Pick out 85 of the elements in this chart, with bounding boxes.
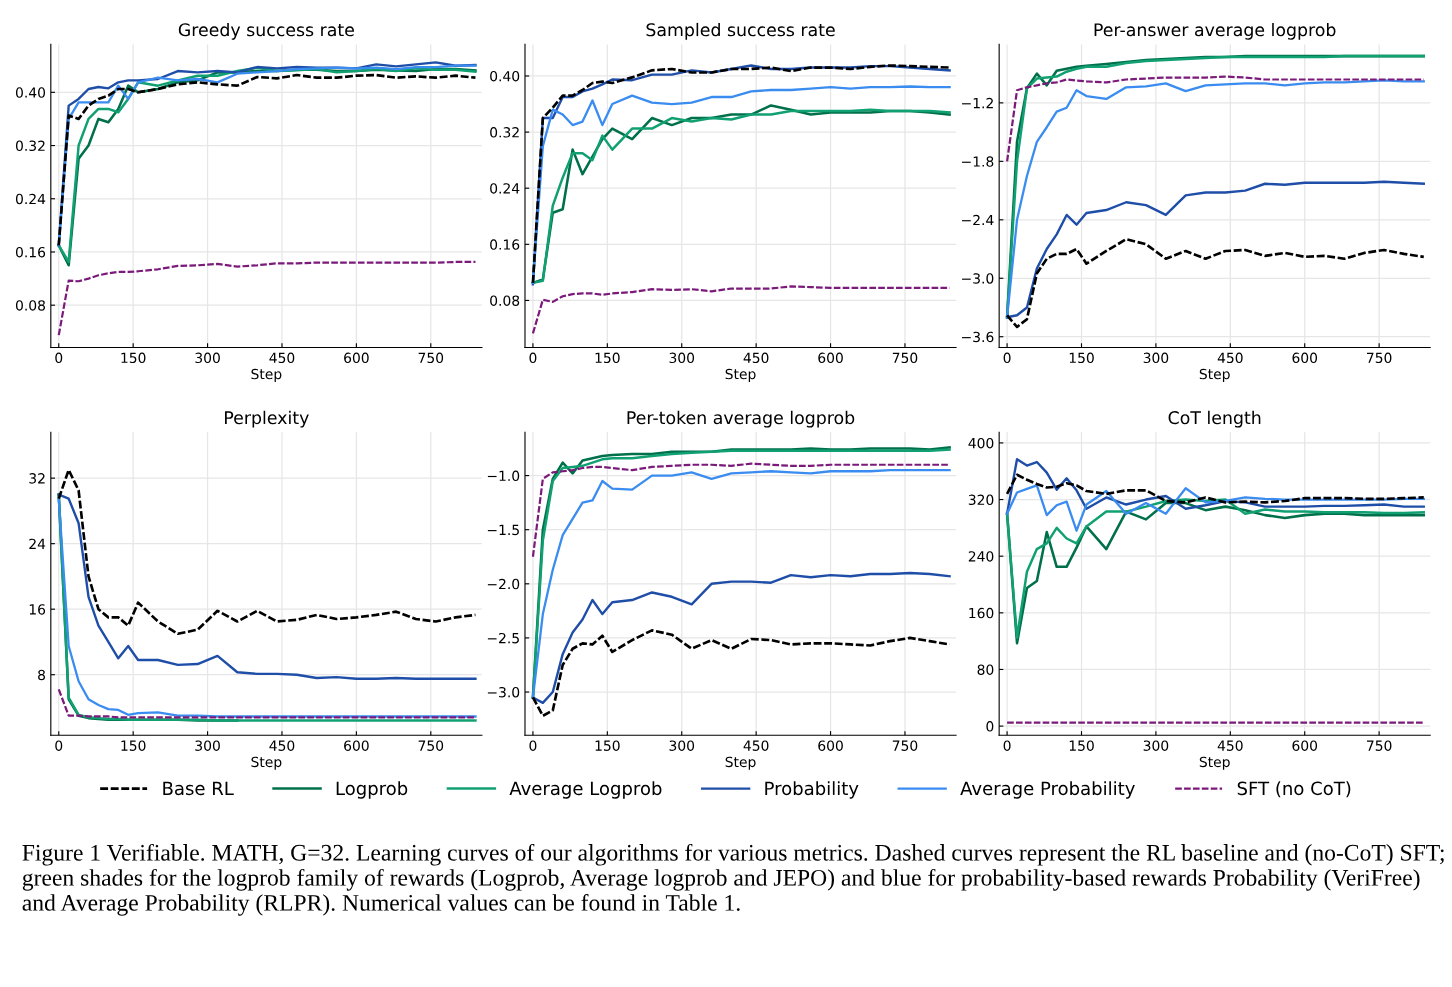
x-tick-label: 450 bbox=[743, 740, 769, 751]
x-tick-label: 0 bbox=[529, 740, 537, 751]
chart-title: CoT length bbox=[1168, 410, 1261, 428]
y-tick-label: 0.32 bbox=[490, 127, 519, 138]
x-tick-label: 750 bbox=[418, 352, 444, 364]
x-tick-label: 750 bbox=[892, 740, 918, 751]
x-tick-label: 600 bbox=[818, 740, 843, 751]
x-tick-label: 600 bbox=[818, 352, 843, 364]
x-tick-label: 450 bbox=[743, 352, 769, 364]
y-tick-label: 240 bbox=[968, 551, 994, 562]
y-tick-label: −3.6 bbox=[962, 331, 994, 343]
y-tick-label: 400 bbox=[968, 437, 994, 449]
x-tick-label: 0 bbox=[55, 352, 63, 364]
x-tick-label: 750 bbox=[1367, 740, 1392, 751]
x-axis-title: Step bbox=[1199, 368, 1230, 382]
y-tick-label: 32 bbox=[29, 473, 45, 484]
legend-label: Average Logprob bbox=[509, 781, 662, 799]
y-tick-label: 0.16 bbox=[490, 239, 520, 250]
y-tick-label: 160 bbox=[969, 607, 994, 619]
x-tick-label: 0 bbox=[1003, 740, 1011, 751]
x-tick-label: 450 bbox=[1217, 352, 1243, 364]
x-tick-label: 300 bbox=[195, 740, 220, 751]
x-axis-title: Step bbox=[251, 368, 282, 382]
x-tick-label: 600 bbox=[1292, 352, 1318, 364]
chart-title: Greedy success rate bbox=[178, 22, 354, 40]
y-tick-label: −2.4 bbox=[962, 214, 994, 226]
x-tick-label: 150 bbox=[1069, 740, 1094, 751]
y-tick-label: −1.8 bbox=[962, 156, 994, 167]
y-tick-label: −3.0 bbox=[487, 686, 520, 698]
y-tick-label: −1.5 bbox=[487, 524, 519, 536]
chart-title: Sampled success rate bbox=[646, 22, 835, 40]
x-tick-label: 300 bbox=[1143, 352, 1169, 364]
y-tick-label: 0.40 bbox=[15, 87, 46, 98]
x-tick-label: 150 bbox=[595, 352, 620, 364]
x-axis-title: Step bbox=[725, 756, 756, 770]
y-tick-label: −2.5 bbox=[487, 632, 519, 644]
y-tick-label: 0.08 bbox=[490, 295, 520, 306]
caption: Figure 1 Verifiable. MATH, G=32. Learning curves of our algorithms for various metrics. Dashed curves represent the RL baseline and (no-CoT) SFT; green shades for the logprob family of rewards (Logprob, Average logprob and JEPO) and blue for probability-based rewards Probability (VeriFree) and Average Probability (RLPR). Numerical values can be found in Table 1. bbox=[22, 843, 1444, 916]
x-tick-label: 600 bbox=[1292, 740, 1318, 751]
x-tick-label: 750 bbox=[892, 352, 918, 364]
chart-title: Per-answer average logprob bbox=[1094, 22, 1336, 40]
x-tick-label: 0 bbox=[55, 740, 63, 751]
x-tick-label: 300 bbox=[669, 740, 695, 751]
x-tick-label: 150 bbox=[121, 740, 146, 751]
x-tick-label: 150 bbox=[1069, 352, 1094, 364]
x-tick-label: 150 bbox=[595, 740, 620, 751]
x-tick-label: 0 bbox=[529, 352, 537, 364]
y-tick-label: −1.2 bbox=[962, 97, 993, 109]
x-tick-label: 0 bbox=[1003, 352, 1011, 364]
y-tick-label: 16 bbox=[29, 604, 46, 615]
x-axis-title: Step bbox=[725, 368, 756, 382]
x-tick-label: 600 bbox=[344, 740, 369, 751]
y-tick-label: 8 bbox=[38, 669, 46, 681]
x-tick-label: 300 bbox=[669, 352, 695, 364]
legend-label: Average Probability bbox=[960, 781, 1135, 799]
y-tick-label: 80 bbox=[977, 664, 994, 675]
x-tick-label: 600 bbox=[344, 352, 369, 364]
x-tick-label: 300 bbox=[1143, 740, 1169, 751]
y-tick-label: 0.16 bbox=[15, 246, 46, 258]
y-tick-label: 0 bbox=[986, 721, 994, 732]
y-tick-label: 0.40 bbox=[490, 70, 520, 82]
x-tick-label: 750 bbox=[1367, 352, 1392, 364]
legend-label: Logprob bbox=[336, 781, 408, 799]
x-tick-label: 450 bbox=[269, 352, 295, 364]
x-axis-title: Step bbox=[251, 756, 282, 770]
y-tick-label: −2.0 bbox=[487, 578, 520, 590]
y-tick-label: 0.32 bbox=[15, 140, 45, 152]
chart-title: Per-token average logprob bbox=[627, 410, 855, 428]
y-tick-label: 0.08 bbox=[15, 300, 46, 311]
legend-label: Base RL bbox=[163, 781, 234, 796]
x-tick-label: 450 bbox=[269, 740, 295, 751]
legend-label: Probability bbox=[765, 781, 859, 799]
x-axis-title: Step bbox=[1199, 756, 1230, 770]
y-tick-label: 0.24 bbox=[15, 193, 46, 205]
y-tick-label: 320 bbox=[968, 494, 994, 506]
legend-label: SFT (no CoT) bbox=[1237, 781, 1351, 798]
y-tick-label: −3.0 bbox=[962, 273, 994, 284]
y-tick-label: 24 bbox=[29, 538, 46, 549]
y-tick-label: 0.24 bbox=[490, 183, 520, 194]
x-tick-label: 450 bbox=[1217, 740, 1243, 751]
y-tick-label: −1.0 bbox=[487, 470, 520, 482]
x-tick-label: 150 bbox=[121, 352, 146, 364]
chart-title: Perplexity bbox=[225, 410, 309, 428]
x-tick-label: 300 bbox=[195, 352, 220, 364]
x-tick-label: 750 bbox=[418, 740, 444, 751]
